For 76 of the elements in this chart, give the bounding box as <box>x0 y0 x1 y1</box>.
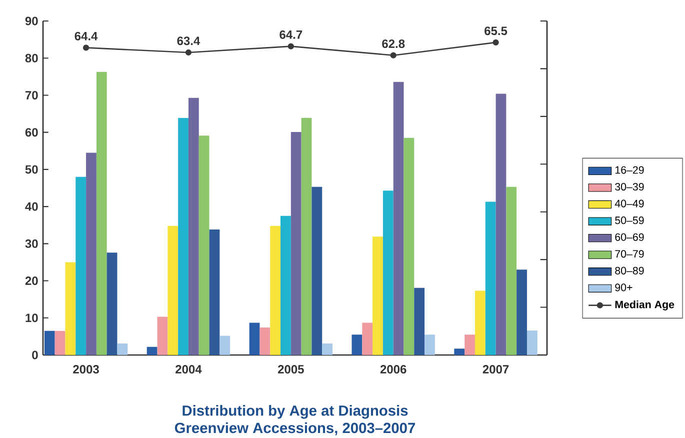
data-label: 62.8 <box>382 39 405 48</box>
data-label: 63.4 <box>177 36 200 46</box>
bar <box>496 94 506 355</box>
bar <box>424 334 435 355</box>
bar <box>86 152 96 355</box>
bar <box>404 138 414 355</box>
x-tick-label: 2005 <box>278 365 304 374</box>
bar <box>260 328 270 355</box>
legend-label: 16–29 <box>615 166 644 174</box>
legend-label: 30–39 <box>615 182 644 191</box>
x-tick-label: 2004 <box>176 365 202 374</box>
bar <box>516 270 527 355</box>
bar <box>382 190 394 355</box>
x-tick-label: 2006 <box>380 365 406 374</box>
bar <box>352 334 362 355</box>
data-label: 64.4 <box>74 32 98 40</box>
bar <box>362 322 373 355</box>
bar <box>454 348 465 355</box>
point <box>288 43 294 50</box>
point <box>390 52 396 58</box>
bar <box>44 330 55 355</box>
bar <box>168 226 178 355</box>
y-tick-label: 90 <box>25 16 38 26</box>
y-tick-label: 50 <box>25 165 38 174</box>
x-tick-label: 2003 <box>73 365 99 374</box>
bar <box>188 98 199 355</box>
text: Distribution by Age at Diagnosis <box>182 405 408 419</box>
y-tick-label: 20 <box>25 276 38 286</box>
bar <box>526 330 538 355</box>
bar <box>301 118 312 355</box>
bar <box>157 316 168 355</box>
legend-label: 70–79 <box>615 250 644 258</box>
legend-label: 80–89 <box>615 266 644 274</box>
bar <box>474 290 486 355</box>
y-tick-label: 80 <box>25 54 38 62</box>
y-tick-label: 70 <box>25 90 38 100</box>
point <box>185 49 192 56</box>
bar <box>322 343 333 355</box>
bar <box>270 226 281 355</box>
bar <box>464 334 475 355</box>
y-tick-label: 0 <box>32 350 38 360</box>
point <box>82 44 90 51</box>
bar <box>76 176 86 355</box>
bar <box>414 288 425 355</box>
bar <box>65 262 76 355</box>
y-tick-label: 60 <box>25 128 38 137</box>
x-tick-label: 2007 <box>482 365 509 374</box>
legend-label: 60–69 <box>615 233 644 241</box>
data-label: 64.7 <box>280 30 302 39</box>
bar <box>54 330 66 355</box>
legend-label: Median Age <box>615 300 674 310</box>
data-label: 65.5 <box>484 26 508 36</box>
bar <box>220 336 230 355</box>
bar <box>117 343 128 355</box>
bar <box>249 322 260 355</box>
bar <box>312 186 322 355</box>
y-tick-label: 30 <box>25 239 38 248</box>
legend-label: 90+ <box>615 284 632 292</box>
bar <box>485 202 496 355</box>
y-tick-label: 40 <box>25 202 38 211</box>
bar <box>178 118 188 355</box>
bar <box>106 252 118 355</box>
legend-label: 50–59 <box>615 216 644 224</box>
bar <box>372 236 383 355</box>
bar <box>506 186 517 355</box>
bar <box>393 82 404 355</box>
bar <box>209 230 220 355</box>
bar <box>96 72 107 355</box>
text: Greenview Accessions, 2003–2007 <box>174 422 415 436</box>
y-tick-label: 10 <box>26 314 38 322</box>
point <box>492 39 499 46</box>
bar <box>146 346 158 355</box>
bar <box>198 136 210 355</box>
bar <box>290 132 302 355</box>
bar <box>280 216 291 355</box>
legend-label: 40–49 <box>614 200 644 208</box>
